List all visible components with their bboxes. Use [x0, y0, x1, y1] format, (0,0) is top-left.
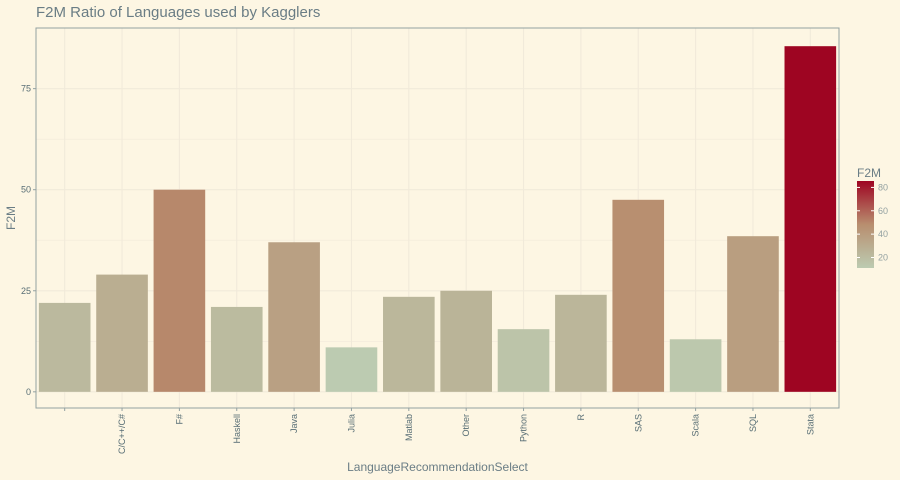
- bar: [727, 236, 779, 392]
- x-tick-label: Python: [519, 414, 529, 442]
- x-tick-label: Julia: [346, 414, 356, 433]
- x-tick-label: C/C++/C#: [117, 414, 127, 454]
- bar: [96, 274, 148, 392]
- bar: [497, 329, 550, 392]
- x-axis: C/C++/C# F# Haskell Java Julia Matlab Other Pyt…: [64, 408, 815, 454]
- x-tick-label: Haskell: [232, 414, 242, 444]
- bar: [38, 302, 91, 392]
- x-tick-label: F#: [174, 414, 184, 425]
- x-tick-label: Java: [289, 414, 299, 433]
- x-tick-label: Scala: [691, 414, 701, 437]
- legend: F2M 20 40 60 80: [857, 166, 888, 268]
- bar: [153, 189, 206, 392]
- legend-tick-label: 80: [878, 182, 888, 192]
- bar: [612, 199, 665, 392]
- bar: [669, 339, 722, 392]
- bar: [784, 46, 837, 392]
- bar: [440, 290, 492, 392]
- y-tick-label: 0: [26, 387, 31, 397]
- y-tick-label: 75: [21, 84, 31, 94]
- bar: [325, 347, 378, 392]
- y-tick-label: 25: [21, 286, 31, 296]
- legend-title: F2M: [857, 166, 881, 180]
- chart-title: F2M Ratio of Languages used by Kagglers: [36, 4, 320, 21]
- x-tick-label: Other: [461, 414, 471, 437]
- x-tick-label: Stata: [805, 414, 815, 435]
- legend-tick-label: 40: [878, 229, 888, 239]
- bar: [383, 296, 435, 392]
- y-axis-title: F2M: [4, 206, 18, 230]
- legend-tick-label: 20: [878, 252, 888, 262]
- bars: [38, 46, 837, 392]
- legend-tick-label: 60: [878, 206, 888, 216]
- x-tick-label: Matlab: [404, 414, 414, 441]
- bar: [210, 306, 263, 392]
- bar: [268, 242, 320, 392]
- plot-panel-border: [35, 27, 840, 409]
- x-axis-title: LanguageRecommendationSelect: [347, 460, 528, 474]
- x-tick-label: SQL: [748, 414, 758, 432]
- x-tick-label: SAS: [633, 414, 643, 432]
- y-axis: 0 25 50 75: [21, 84, 36, 397]
- x-tick-label: R: [576, 414, 586, 421]
- legend-colorbar: [857, 181, 874, 268]
- bar: [555, 294, 607, 392]
- y-tick-label: 50: [21, 185, 31, 195]
